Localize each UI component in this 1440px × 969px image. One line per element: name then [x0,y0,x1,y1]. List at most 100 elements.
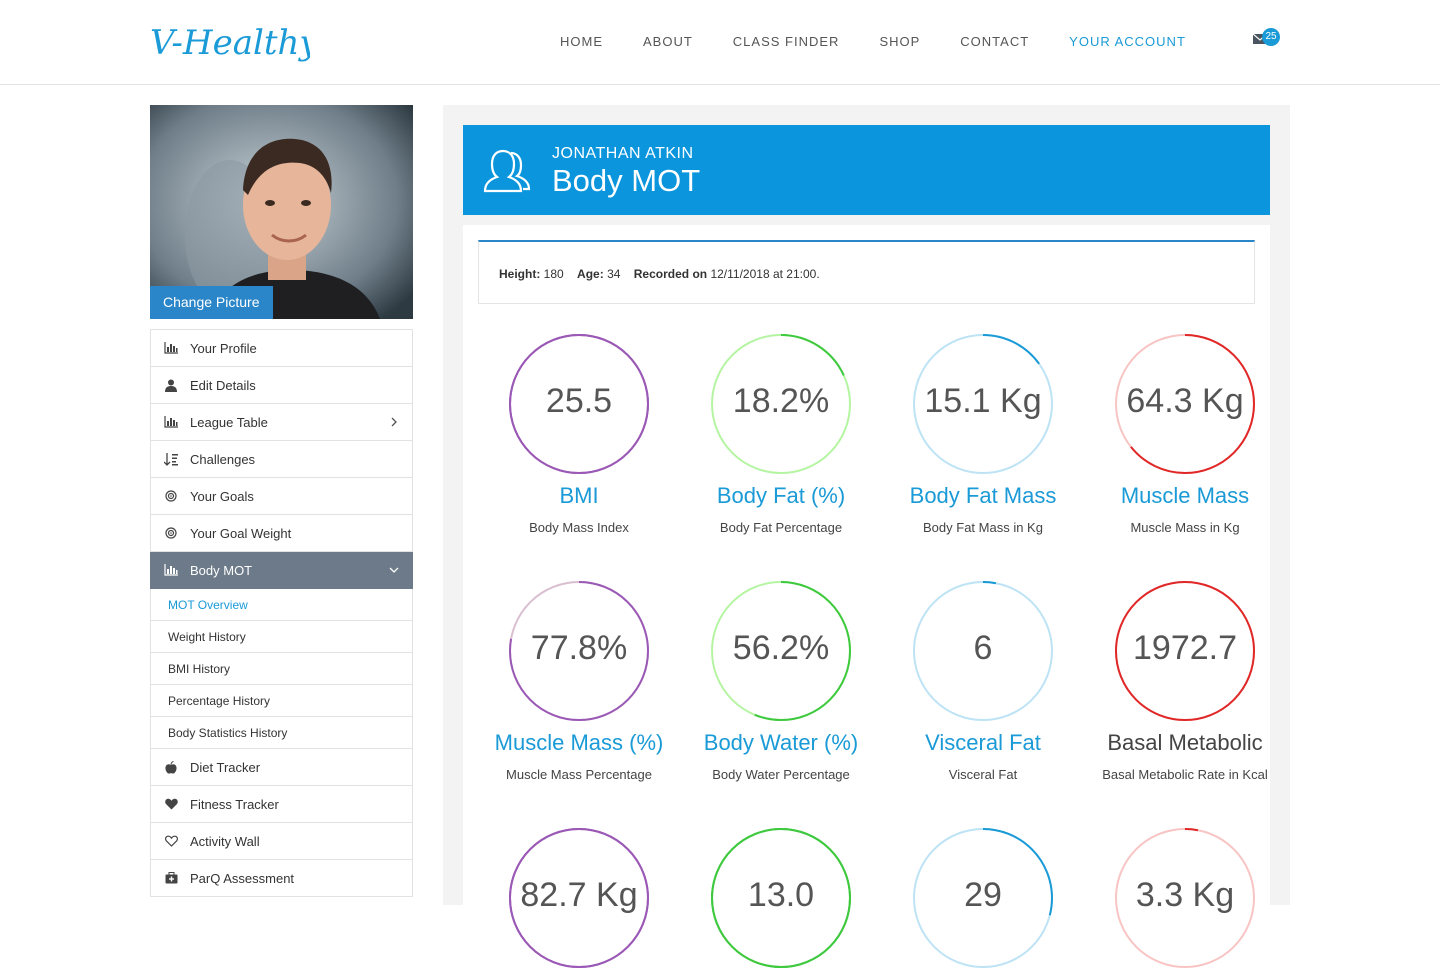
stat-ring [913,581,1053,721]
chevron-down-icon [389,567,399,573]
submenu-item-mot-overview[interactable]: MOT Overview [150,589,413,621]
stat-label[interactable]: Muscle Mass (%) [494,730,664,755]
submenu-item-weight-history[interactable]: Weight History [150,621,413,653]
sidebar-item-edit-details[interactable]: Edit Details [150,367,413,404]
sidebar-item-label: Diet Tracker [190,759,261,775]
stat-label[interactable]: Body Fat Mass [909,483,1057,508]
messages-badge[interactable]: 25 [1262,28,1280,46]
avatar: Change Picture [150,105,413,319]
stat-description: Muscle Mass in Kg [1130,520,1240,535]
bar-chart-icon [164,563,178,577]
stat-label[interactable]: Basal Metabolic [1107,730,1263,755]
sidebar-item-label: Fitness Tracker [190,796,279,812]
measurement-info: Height: 180 Age: 34 Recorded on 12/11/20… [478,240,1255,304]
submenu-item-bmi-history[interactable]: BMI History [150,653,413,685]
nav-shop[interactable]: SHOP [879,34,921,49]
stat-ring-progress [509,581,649,721]
stat-value: 82.7 Kg [520,876,638,914]
stat-card: 18.2% Body Fat (%) Body Fat Percentage [680,333,882,535]
sidebar-item-activity-wall[interactable]: Activity Wall [150,823,413,860]
stat-card: 13.0 [680,827,882,969]
sidebar-item-label: Activity Wall [190,833,260,849]
height-value: 180 [543,267,564,281]
main-nav: HOME ABOUT CLASS FINDER SHOP CONTACT YOU… [560,34,1226,54]
stat-description: Body Water Percentage [712,767,850,782]
sidebar-item-diet-tracker[interactable]: Diet Tracker [150,749,413,786]
stat-label[interactable]: Visceral Fat [925,730,1041,755]
heart-icon [164,797,178,811]
nav-class-finder[interactable]: CLASS FINDER [732,34,840,49]
stat-value: 15.1 Kg [924,382,1042,420]
stat-label[interactable]: Body Fat (%) [716,483,846,508]
bar-chart-icon [164,415,178,429]
stat-label[interactable]: Muscle Mass [1120,483,1250,508]
sidebar-item-label: Edit Details [190,377,256,393]
stat-ring [1115,581,1255,721]
stat-value: 64.3 Kg [1126,382,1244,420]
stat-card: 3.3 Kg [1084,827,1286,969]
sidebar-item-body-mot[interactable]: Body MOT [150,552,413,589]
sidebar-item-your-goals[interactable]: Your Goals [150,478,413,515]
v-healthy-logo[interactable]: V-Healthy [150,14,310,72]
medical-kit-icon [164,871,178,885]
stat-card: 6 Visceral Fat Visceral Fat [882,580,1084,782]
sidebar-item-label: League Table [190,414,268,430]
heart-outline-icon [164,834,178,848]
chevron-right-icon [391,417,397,427]
stat-ring-progress [1115,334,1255,474]
stat-ring-progress [509,334,649,474]
nav-your-account[interactable]: YOUR ACCOUNT [1069,34,1186,49]
stat-ring [1115,334,1255,474]
stat-ring-progress [711,581,851,721]
sidebar-item-fitness-tracker[interactable]: Fitness Tracker [150,786,413,823]
age-value: 34 [607,267,621,281]
sidebar-item-your-profile[interactable]: Your Profile [150,330,413,367]
stat-ring-progress [1115,828,1255,968]
sidebar-item-label: ParQ Assessment [190,870,295,886]
stat-ring-progress [913,828,1053,968]
stat-value: 25.5 [545,382,613,420]
stat-card: 56.2% Body Water (%) Body Water Percentage [680,580,882,782]
bar-chart-icon [164,341,178,355]
stat-value: 13.0 [747,876,815,914]
change-picture-button[interactable]: Change Picture [150,286,273,319]
stat-value: 77.8% [530,629,628,667]
site-header: V-Healthy HOME ABOUT CLASS FINDER SHOP C… [0,0,1440,85]
stat-ring-progress [1115,581,1255,721]
users-icon [483,149,531,193]
stat-label[interactable]: BMI [559,483,599,508]
stat-card: 15.1 Kg Body Fat Mass Body Fat Mass in Kg [882,333,1084,535]
nav-about[interactable]: ABOUT [643,34,693,49]
nav-contact[interactable]: CONTACT [960,34,1030,49]
nav-home[interactable]: HOME [560,34,603,49]
stat-ring [711,334,851,474]
submenu-item-body-statistics-history[interactable]: Body Statistics History [150,717,413,749]
logo-text: V-Healthy [150,23,310,63]
stat-value: 29 [964,876,1002,914]
sidebar-item-challenges[interactable]: Challenges [150,441,413,478]
stat-description: Basal Metabolic Rate in Kcal [1102,767,1268,782]
target-icon [164,489,178,503]
sidebar-item-league-table[interactable]: League Table [150,404,413,441]
sidebar-item-label: Your Goal Weight [190,525,292,541]
sidebar-item-parq-assessment[interactable]: ParQ Assessment [150,860,413,897]
stat-label[interactable]: Body Water (%) [703,730,859,755]
stat-ring-progress [913,581,1053,721]
stat-description: Body Fat Mass in Kg [923,520,1043,535]
stat-card: 64.3 Kg Muscle Mass Muscle Mass in Kg [1084,333,1286,535]
user-icon [164,378,178,392]
sidebar: Change Picture Your Profile Edit Details… [150,105,413,897]
stat-card: 29 [882,827,1084,969]
age-label: Age: [577,267,604,281]
sidebar-item-your-goal-weight[interactable]: Your Goal Weight [150,515,413,552]
sidebar-item-label: Your Profile [190,340,257,356]
stat-value: 56.2% [732,629,830,667]
stat-value: 3.3 Kg [1135,876,1235,914]
page-banner: JONATHAN ATKIN Body MOT [463,125,1270,215]
recorded-value: 12/11/2018 at 21:00. [710,267,820,281]
page-title: Body MOT [552,163,701,198]
stat-ring [711,581,851,721]
submenu-item-percentage-history[interactable]: Percentage History [150,685,413,717]
main-panel: JONATHAN ATKIN Body MOT Height: 180 Age:… [443,105,1290,968]
stat-ring-progress [913,334,1053,474]
